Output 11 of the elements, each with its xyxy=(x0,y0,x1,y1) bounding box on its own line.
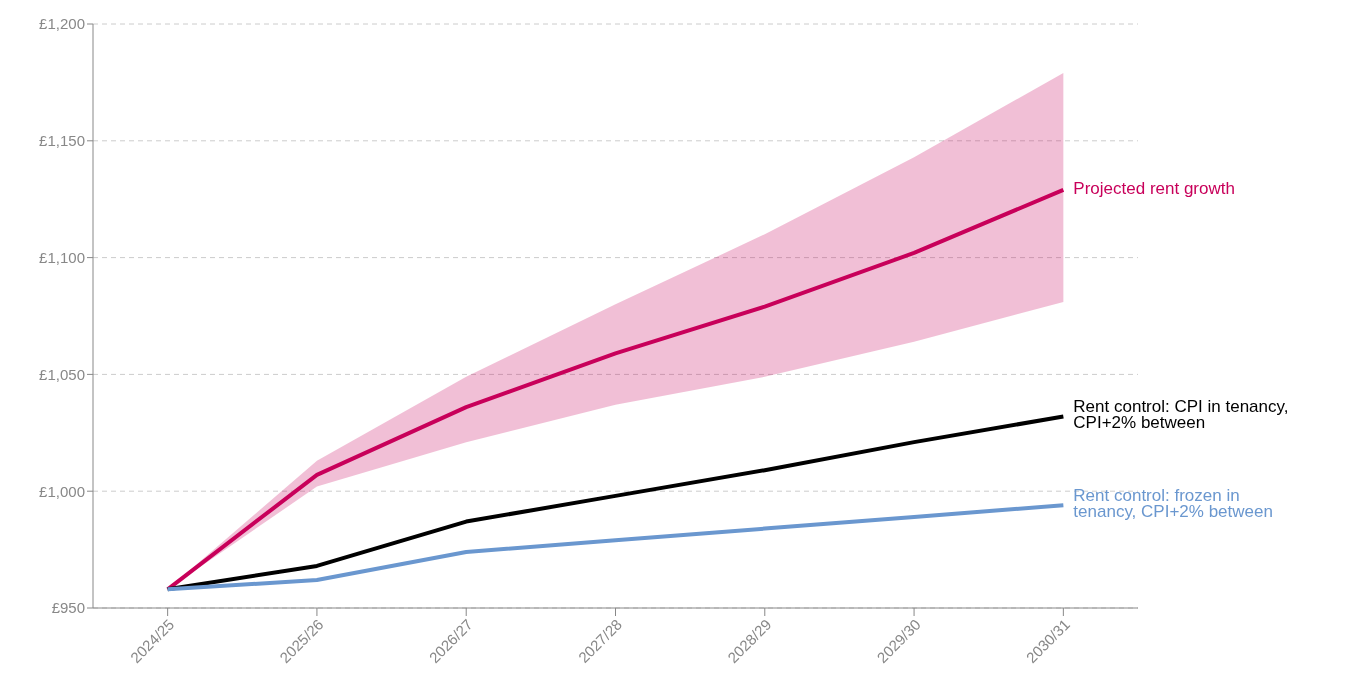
y-tick-label: £1,000 xyxy=(39,482,85,500)
y-tick-label: £1,150 xyxy=(39,132,85,150)
line-series xyxy=(165,503,1066,592)
series-label: Rent control: CPI in tenancy, CPI+2% between xyxy=(1073,397,1289,433)
y-tick-label: £1,050 xyxy=(39,365,85,383)
y-tick-label: £1,100 xyxy=(39,248,85,266)
y-tick-label: £1,200 xyxy=(39,15,85,33)
y-tick-label: £950 xyxy=(51,599,85,617)
line-series xyxy=(165,414,1066,592)
series-label: Rent control: frozen in tenancy, CPI+2% between xyxy=(1073,486,1273,522)
series-label: Projected rent growth xyxy=(1073,179,1235,199)
